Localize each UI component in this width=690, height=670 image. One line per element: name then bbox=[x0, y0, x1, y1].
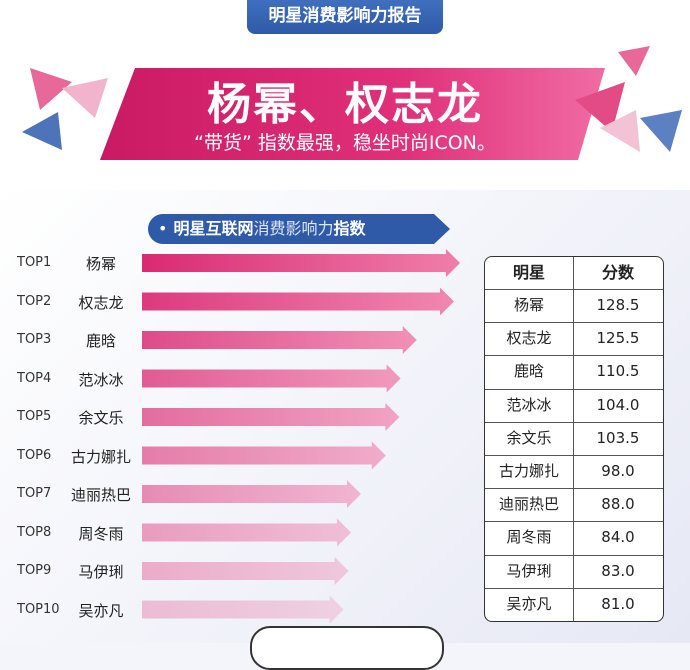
table-row-divider bbox=[485, 488, 663, 490]
rank-label: TOP8 bbox=[17, 524, 52, 540]
triangle-decor bbox=[618, 46, 650, 76]
bar-chart bbox=[142, 249, 460, 624]
table-row-divider bbox=[485, 554, 663, 556]
bar bbox=[142, 403, 400, 431]
rank-label: TOP3 bbox=[17, 332, 52, 347]
table-cell-name: 马伊琍 bbox=[506, 561, 552, 580]
table-cell-name: 权志龙 bbox=[506, 329, 552, 348]
table-cell-name: 杨幂 bbox=[513, 296, 544, 314]
rank-label: TOP1 bbox=[17, 255, 52, 270]
table-row-divider bbox=[485, 355, 663, 357]
section-header: • 明星互联网消费影响力指数 bbox=[148, 214, 434, 244]
triangle-decor bbox=[62, 78, 108, 118]
rank-label: TOP9 bbox=[17, 563, 52, 578]
table-row-divider bbox=[485, 455, 663, 456]
score-table: 明星 分数 杨幂 128.5 权志龙 125.5 鹿晗 110.5 范冰冰 104.0 余文乐 1… bbox=[484, 256, 664, 622]
table-row-divider bbox=[485, 421, 663, 423]
table-cell-score: 88.0 bbox=[601, 495, 635, 514]
category-label: 吴亦凡 bbox=[78, 601, 124, 620]
banner-subtitle: “带货” 指数最强，稳坐时尚ICON。 bbox=[194, 132, 496, 154]
table-cell-name: 余文乐 bbox=[506, 428, 552, 447]
rank-label: TOP10 bbox=[17, 601, 60, 617]
triangle-decor bbox=[22, 112, 62, 150]
triangle-decor bbox=[30, 68, 72, 110]
triangle-decor bbox=[640, 110, 682, 152]
table-cell-name: 鹿晗 bbox=[513, 362, 544, 381]
table-cell-score: 128.5 bbox=[596, 296, 640, 314]
table-header-score: 分数 bbox=[601, 263, 634, 282]
table-header-name: 明星 bbox=[512, 263, 545, 282]
rank-label: TOP6 bbox=[17, 447, 52, 463]
table-cell-score: 110.5 bbox=[596, 362, 640, 381]
section-title-part3: 指数 bbox=[333, 219, 366, 238]
triangle-decor bbox=[600, 110, 640, 152]
rank-label: TOP7 bbox=[17, 486, 52, 501]
rank-label: TOP2 bbox=[17, 293, 52, 309]
table-row-divider bbox=[485, 388, 663, 390]
table-cell-score: 83.0 bbox=[601, 561, 635, 580]
bar bbox=[142, 287, 454, 316]
triangle-decor bbox=[575, 82, 625, 132]
bar bbox=[142, 595, 344, 624]
bar bbox=[142, 364, 401, 393]
banner-shape bbox=[100, 68, 605, 160]
section-title-part2: 消费影响力 bbox=[253, 219, 334, 238]
banner-title: 杨幂、权志龙 bbox=[207, 79, 483, 130]
category-label: 范冰冰 bbox=[78, 370, 124, 389]
table-cell-score: 81.0 bbox=[601, 594, 635, 613]
category-label: 马伊琍 bbox=[78, 563, 124, 581]
table-cell-score: 125.5 bbox=[596, 329, 640, 348]
bar bbox=[142, 249, 460, 277]
report-title-tab: 明星消费影响力报告 bbox=[247, 0, 443, 34]
bar bbox=[142, 557, 349, 585]
category-label: 权志龙 bbox=[78, 293, 124, 312]
table-cell-score: 104.0 bbox=[596, 395, 640, 414]
category-label: 余文乐 bbox=[78, 409, 124, 427]
rank-label: TOP4 bbox=[17, 370, 52, 386]
table-cell-score: 98.0 bbox=[601, 462, 635, 480]
section-title-part1: 明星互联网 bbox=[173, 219, 254, 238]
category-label: 古力娜扎 bbox=[70, 447, 131, 466]
table-cell-name: 吴亦凡 bbox=[506, 594, 552, 613]
table-cell-name: 周冬雨 bbox=[506, 528, 552, 547]
bar bbox=[142, 518, 352, 547]
bar bbox=[142, 480, 361, 508]
bottom-decoration bbox=[250, 626, 444, 670]
table-cell-score: 103.5 bbox=[596, 428, 640, 447]
bullet-icon: • bbox=[158, 219, 168, 238]
table-row-divider bbox=[485, 521, 663, 523]
category-label: 杨幂 bbox=[85, 255, 116, 273]
rank-label: TOP5 bbox=[17, 409, 52, 424]
table-row-divider bbox=[485, 587, 663, 589]
table-row-divider bbox=[485, 289, 663, 290]
table-divider bbox=[573, 257, 574, 621]
table-cell-name: 范冰冰 bbox=[506, 395, 552, 414]
category-label: 迪丽热巴 bbox=[70, 486, 131, 504]
table-row-divider bbox=[485, 322, 663, 324]
bar bbox=[142, 441, 386, 470]
category-label: 鹿晗 bbox=[85, 332, 116, 350]
banner-decoration bbox=[22, 46, 682, 160]
table-cell-score: 84.0 bbox=[601, 528, 635, 547]
category-label: 周冬雨 bbox=[78, 524, 124, 543]
table-cell-name: 古力娜扎 bbox=[498, 462, 559, 480]
table-cell-name: 迪丽热巴 bbox=[498, 495, 559, 514]
section-arrow-icon bbox=[434, 214, 450, 244]
bar bbox=[142, 326, 417, 354]
